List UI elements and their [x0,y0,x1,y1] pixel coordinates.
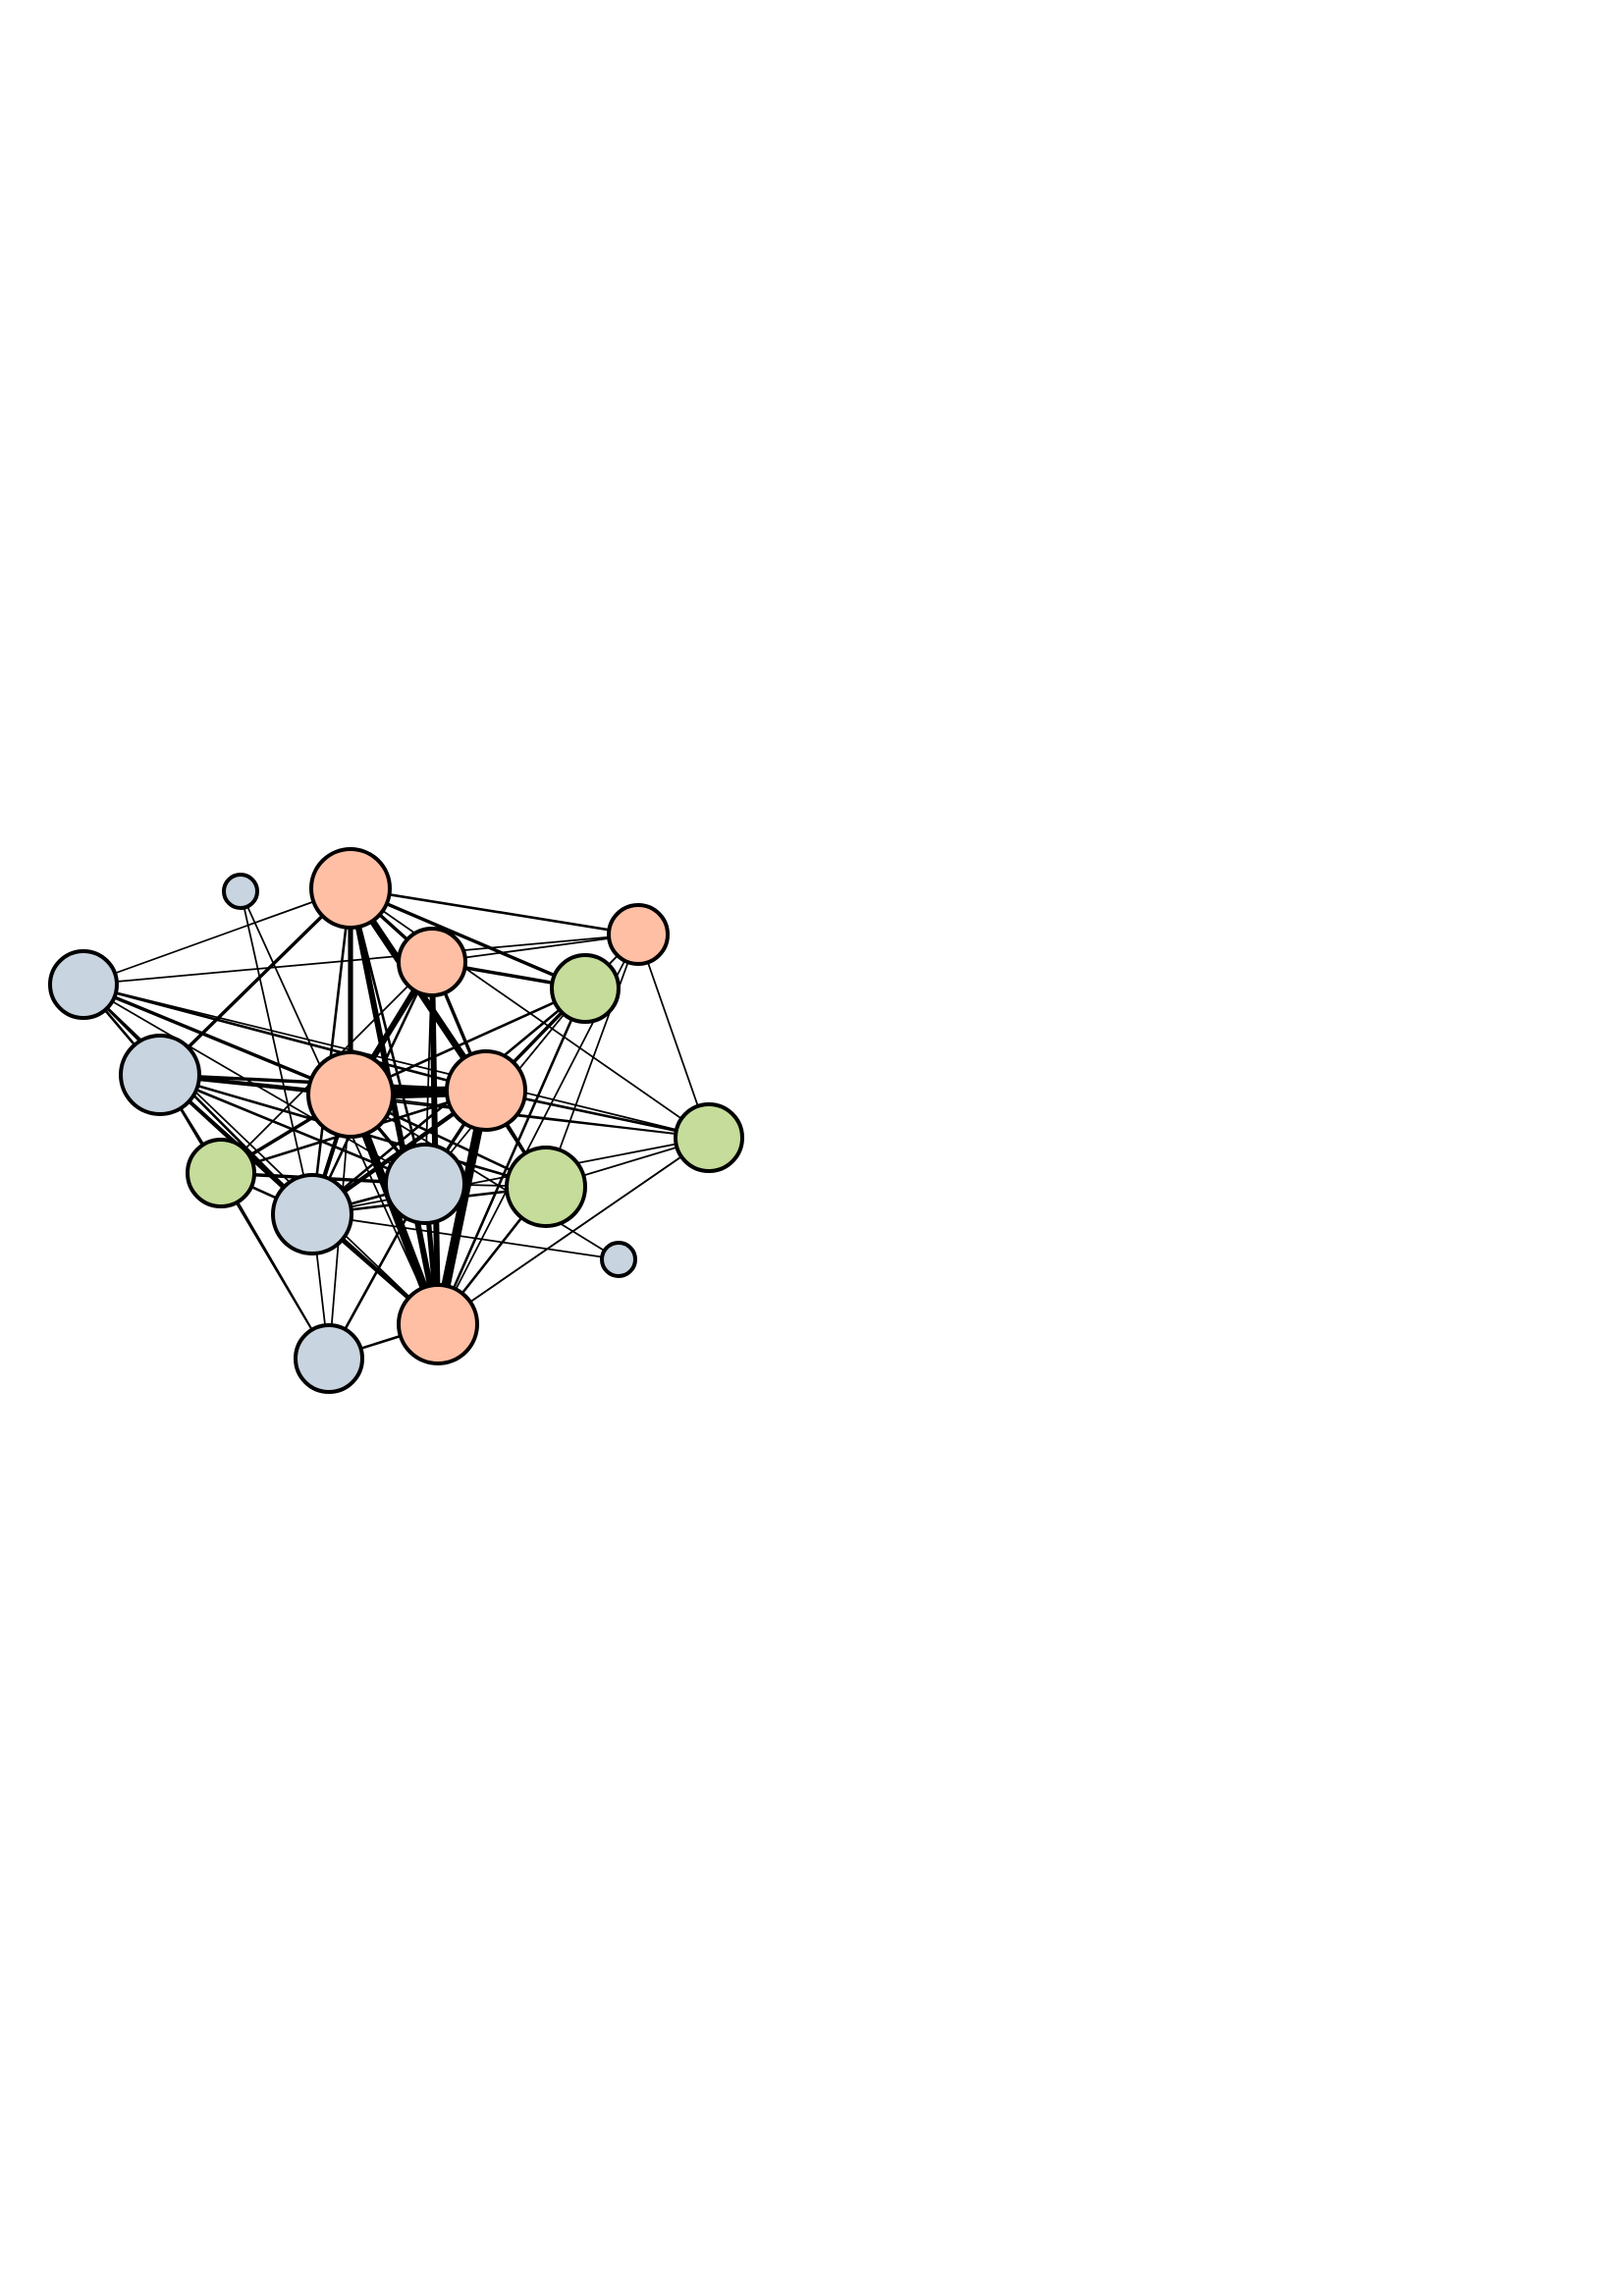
node-n4 [550,953,621,1024]
node-n12 [271,1173,353,1255]
node-n3 [607,903,670,966]
edge-n6-n5 [82,887,352,986]
edge-n15-n12 [311,1213,620,1260]
node-n14 [505,1146,587,1228]
node-n10 [186,1138,256,1208]
edge-n4-n16 [436,987,587,1326]
edge-n3-n5 [349,886,640,936]
edge-n11-n5 [350,887,710,1139]
node-n8 [306,1050,395,1139]
edge-n13-n5 [349,886,427,1186]
edge-n1-n16 [429,959,441,1327]
node-n9 [445,1049,527,1132]
node-n7 [119,1034,201,1116]
edge-n12-n5 [310,886,352,1216]
edge-n5-n16 [348,885,441,1327]
node-n6 [48,949,119,1020]
edge-n3-n14 [545,934,639,1188]
edge-n6-n8 [81,983,352,1096]
edge-n16-n11 [437,1137,710,1325]
node-n15 [600,1241,637,1278]
node-n13 [384,1143,466,1225]
edge-n14-n5 [350,887,547,1188]
node-n5 [309,847,392,930]
edge-n6-n9 [81,983,488,1093]
edge-n7-n5 [158,886,352,1077]
edge-n2-n12 [240,890,313,1215]
edge-n6-n13 [82,984,426,1185]
edge-n4-n5 [349,886,587,990]
edge-n3-n11 [637,934,710,1139]
node-n11 [674,1102,744,1173]
node-n2 [222,873,259,910]
node-n16 [397,1283,479,1365]
edge-n15-n8 [350,1094,620,1260]
node-n17 [294,1323,364,1394]
edge-n6-n11 [82,984,710,1139]
node-n1 [397,927,467,997]
edge-n6-n3 [82,934,639,986]
edge-n10-n17 [220,1172,330,1360]
edges-layer [81,884,711,1361]
nodes-layer [48,847,744,1394]
